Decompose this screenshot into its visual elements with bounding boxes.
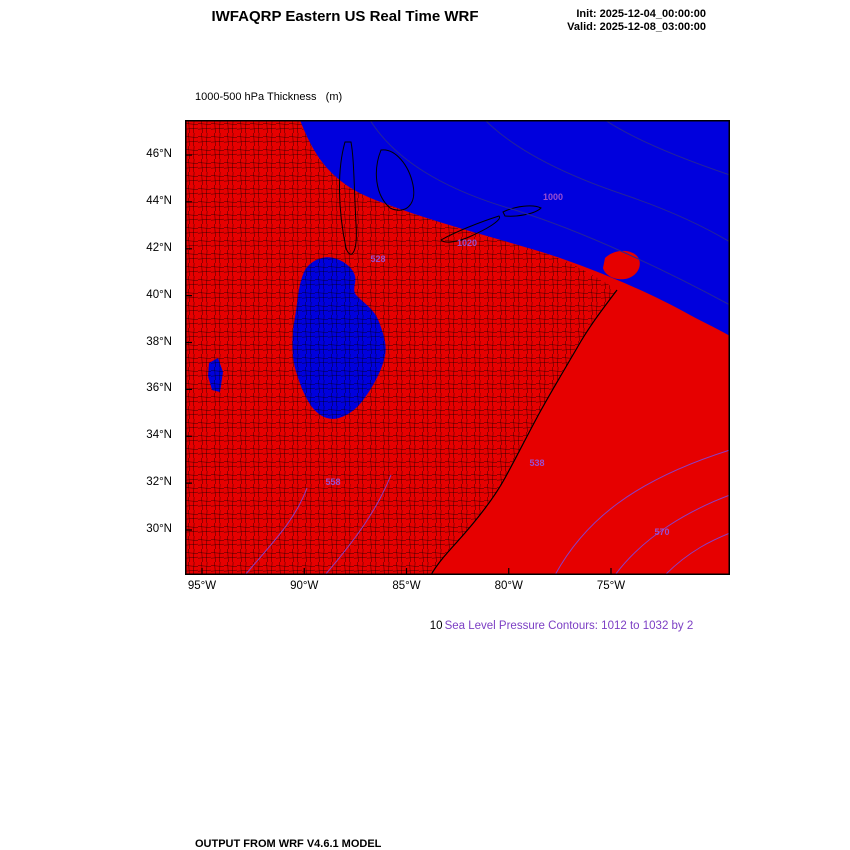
- init-time-label: Init: 2025-12-04_00:00:00: [576, 8, 706, 20]
- lake-ontario-outline: [502, 205, 542, 217]
- contour-label-528: 528: [370, 254, 385, 264]
- contour-label-570: 570: [654, 527, 669, 537]
- map-canvas: 1020 1000 528 558 538 570: [185, 120, 730, 575]
- weather-map: 1020 1000 528 558 538 570: [185, 120, 730, 575]
- lake-huron-outline: [375, 149, 415, 211]
- lat-tick-label: 46°N: [146, 148, 172, 160]
- cold-thickness-region-northeast: [300, 120, 730, 336]
- legend-line-thickness-1: 1000-500 hPa Thickness (m): [195, 91, 343, 103]
- contour-label-1000: 1000: [543, 192, 563, 202]
- slp-contour-4: [244, 487, 308, 575]
- lon-tick-marks: [201, 568, 612, 575]
- contour-label-538: 538: [529, 458, 544, 468]
- lat-tick-label: 32°N: [146, 476, 172, 489]
- map-frame: [185, 120, 730, 575]
- thickness-contour-2: [484, 120, 730, 243]
- caption-overlap-text: 10: [429, 620, 443, 632]
- lat-tick-label: 42°N: [146, 241, 172, 254]
- thickness-contour-1: [369, 120, 730, 306]
- lat-tick-label: 36°N: [146, 382, 172, 395]
- lat-tick-label: 34°N: [146, 429, 172, 442]
- coastline: [430, 289, 618, 575]
- slp-contour-5: [324, 474, 392, 575]
- slp-contour-2: [614, 494, 730, 575]
- lon-tick-label: 75°W: [596, 580, 626, 592]
- warm-patch-new-england: [603, 250, 640, 280]
- lake-erie-outline: [440, 215, 501, 243]
- caption-main-text: Sea Level Pressure Contours: 1012 to 103…: [444, 620, 694, 632]
- page-title: IWFAQRP Eastern US Real Time WRF: [211, 8, 479, 25]
- latitude-axis: 46°N 44°N 42°N 40°N 38°N 36°N 34°N 32°N 30°N: [128, 120, 180, 575]
- lat-tick-marks: [185, 154, 192, 531]
- thickness-contour-3: [604, 120, 730, 176]
- contour-label-1020: 1020: [457, 238, 477, 248]
- lon-tick-label: 85°W: [392, 580, 421, 592]
- lon-tick-label: 90°W: [290, 580, 319, 592]
- valid-time-label: Valid: 2025-12-08_03:00:00: [567, 21, 706, 33]
- slp-contour-1: [554, 449, 730, 575]
- county-boundaries-mesh: [185, 120, 617, 575]
- model-info-footer: OUTPUT FROM WRF V4.6.1 MODEL WE = 310 ; …: [195, 812, 644, 850]
- lat-tick-label: 40°N: [146, 288, 172, 301]
- longitude-axis: 95°W 90°W 85°W 80°W 75°W: [185, 580, 730, 598]
- lon-tick-label: 95°W: [187, 580, 217, 592]
- slp-contour-3: [664, 532, 730, 575]
- contour-label-558: 558: [325, 477, 340, 487]
- lat-tick-label: 44°N: [146, 194, 172, 207]
- lon-tick-label: 80°W: [494, 580, 523, 592]
- model-version-line: OUTPUT FROM WRF V4.6.1 MODEL: [195, 838, 382, 850]
- run-time-info: Init: 2025-12-04_00:00:00 Valid: 2025-12…: [480, 8, 706, 34]
- slp-contour-caption: 10 Sea Level Pressure Contours: 1012 to 1…: [417, 608, 693, 644]
- lat-tick-label: 38°N: [146, 335, 172, 348]
- lake-michigan-outline: [338, 141, 357, 255]
- lat-tick-label: 30°N: [146, 523, 172, 535]
